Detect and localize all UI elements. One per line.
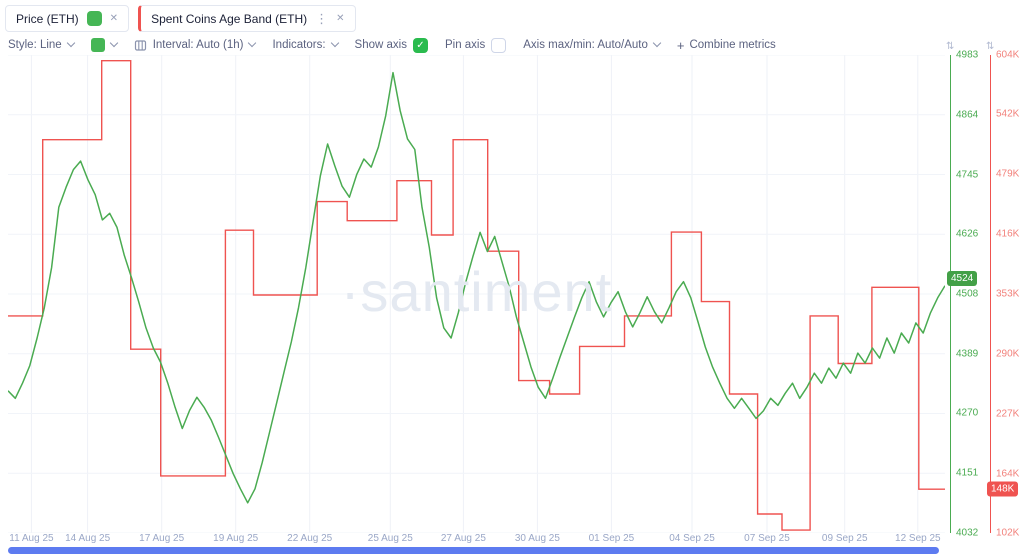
combine-metrics-button[interactable]: + Combine metrics bbox=[677, 38, 776, 53]
timeline-brush[interactable] bbox=[8, 547, 939, 554]
line-color-swatch bbox=[90, 38, 105, 52]
x-axis-date-label: 14 Aug 25 bbox=[65, 533, 111, 544]
x-axis-date-label: 09 Sep 25 bbox=[821, 533, 868, 544]
band-axis-drag-icon[interactable]: ⇅ bbox=[986, 41, 995, 52]
tab-band-label: Spent Coins Age Band (ETH) bbox=[151, 11, 308, 26]
price-axis-tick: 4389 bbox=[956, 348, 979, 360]
interval-label: Interval: Auto (1h) bbox=[152, 39, 244, 51]
price-axis-tick: 4032 bbox=[956, 527, 979, 539]
indicators-dropdown[interactable]: Indicators: bbox=[272, 38, 339, 51]
tab-spent-coins-age-band[interactable]: Spent Coins Age Band (ETH) ⋮ ✕ bbox=[138, 5, 356, 32]
chart-canvas bbox=[8, 55, 945, 533]
x-axis-date-label: 25 Aug 25 bbox=[367, 533, 413, 544]
x-axis-date-label: 17 Aug 25 bbox=[139, 533, 185, 544]
pin-axis-toggle[interactable]: Pin axis bbox=[444, 37, 507, 53]
close-icon[interactable]: ✕ bbox=[109, 12, 119, 24]
band-axis-tick: 542K bbox=[996, 108, 1020, 120]
price-last-value-badge: 4524 bbox=[947, 270, 978, 286]
x-axis-date-label: 01 Sep 25 bbox=[588, 533, 635, 544]
price-y-axis[interactable]: 4524 4983 4864 4745 4626 4508 4389 4270 4151 403… bbox=[947, 50, 988, 539]
combine-metrics-label: Combine metrics bbox=[689, 39, 776, 51]
band-axis-tick: 479K bbox=[996, 168, 1020, 180]
chevron-down-icon bbox=[248, 38, 257, 48]
band-y-axis[interactable]: 148K 604K 542K 479K 416K 353K 290K 227K 164K 102… bbox=[987, 50, 1024, 539]
price-axis-tick: 4270 bbox=[956, 407, 979, 419]
pin-axis-label: Pin axis bbox=[444, 39, 486, 51]
x-axis-date-label: 27 Aug 25 bbox=[440, 533, 486, 544]
x-axis-date-label: 04 Sep 25 bbox=[669, 533, 715, 544]
chevron-down-icon bbox=[330, 38, 339, 48]
chevron-down-icon bbox=[66, 38, 75, 48]
price-axis-tick: 4745 bbox=[956, 169, 979, 181]
price-line bbox=[8, 71, 945, 504]
plus-icon: + bbox=[676, 37, 685, 53]
x-axis-date-label: 12 Sep 25 bbox=[895, 533, 941, 544]
chevron-down-icon bbox=[109, 38, 118, 48]
chart-plot[interactable]: ·santiment bbox=[8, 55, 945, 533]
tab-price-label: Price (ETH) bbox=[16, 11, 79, 26]
widget-tabs: Price (ETH) ✕ Spent Coins Age Band (ETH)… bbox=[5, 5, 356, 32]
price-axis-tick: 4864 bbox=[956, 109, 979, 121]
band-axis-tick: 353K bbox=[996, 288, 1020, 300]
interval-icon bbox=[134, 39, 146, 51]
chevron-down-icon bbox=[652, 38, 662, 48]
x-axis-date-label: 11 Aug 25 bbox=[9, 533, 54, 544]
pin-axis-checkbox[interactable] bbox=[491, 37, 507, 53]
band-axis-tick: 416K bbox=[996, 228, 1020, 240]
show-axis-toggle[interactable]: Show axis ✓ bbox=[354, 37, 428, 53]
band-axis-tick: 227K bbox=[996, 408, 1020, 420]
band-step-line bbox=[8, 60, 945, 531]
interval-dropdown[interactable]: Interval: Auto (1h) bbox=[134, 38, 257, 52]
band-axis-tick: 290K bbox=[996, 348, 1020, 360]
style-dropdown[interactable]: Style: Line bbox=[8, 38, 75, 51]
show-axis-label: Show axis bbox=[354, 39, 407, 51]
x-axis-date-label: 22 Aug 25 bbox=[287, 533, 333, 544]
indicators-label: Indicators: bbox=[272, 39, 326, 51]
price-axis-tick: 4508 bbox=[956, 288, 979, 300]
kebab-menu-icon[interactable]: ⋮ bbox=[315, 11, 329, 26]
line-color-dropdown[interactable] bbox=[90, 38, 118, 52]
metric-color-swatch[interactable] bbox=[86, 11, 102, 26]
tab-price-eth[interactable]: Price (ETH) ✕ bbox=[5, 5, 130, 32]
band-axis-tick: 102K bbox=[996, 527, 1020, 539]
axis-maxmin-label: Axis max/min: Auto/Auto bbox=[523, 39, 648, 51]
x-axis-date-label: 19 Aug 25 bbox=[213, 533, 259, 544]
price-axis-tick: 4626 bbox=[956, 228, 979, 240]
axis-maxmin-dropdown[interactable]: Axis max/min: Auto/Auto bbox=[523, 38, 662, 51]
style-label: Style: Line bbox=[8, 39, 62, 51]
show-axis-checkbox[interactable]: ✓ bbox=[412, 37, 428, 53]
x-axis-date-label: 30 Aug 25 bbox=[514, 533, 560, 544]
band-axis-tick: 604K bbox=[996, 49, 1020, 61]
price-axis-tick: 4983 bbox=[956, 49, 979, 61]
x-axis-date-label: 07 Sep 25 bbox=[744, 533, 790, 544]
chart-toolbar: Style: Line Interval: Auto (1h) Indicato… bbox=[8, 35, 776, 55]
x-axis: 11 Aug 25 14 Aug 25 17 Aug 25 19 Aug 25 22 A… bbox=[8, 533, 945, 546]
price-axis-drag-icon[interactable]: ⇅ bbox=[946, 41, 955, 52]
close-icon[interactable]: ✕ bbox=[336, 12, 345, 24]
band-axis-tick: 164K bbox=[996, 468, 1020, 480]
check-icon: ✓ bbox=[416, 39, 425, 51]
band-last-value-badge: 148K bbox=[987, 481, 1019, 497]
price-axis-tick: 4151 bbox=[956, 467, 979, 479]
